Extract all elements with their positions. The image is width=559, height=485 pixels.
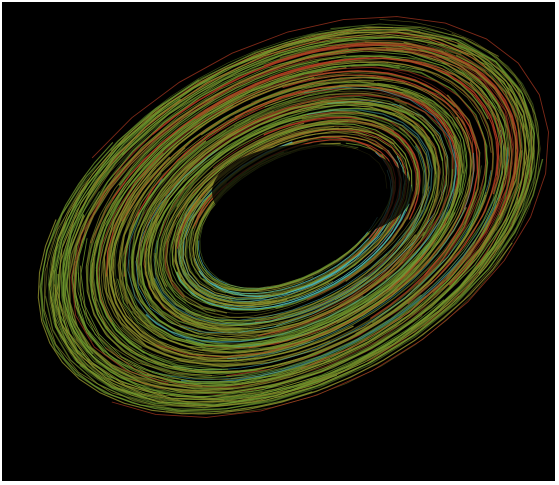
fiber-strand: [58, 34, 526, 399]
fiber-strand: [118, 55, 489, 186]
fiber-strand: [172, 170, 492, 371]
fiber-strand: [49, 84, 535, 407]
fiber-bundle: [37, 16, 549, 418]
fiber-strand: [148, 100, 439, 335]
fiber-strand: [98, 104, 234, 349]
fiber-strand: [147, 107, 437, 290]
fiber-strand: [136, 85, 462, 349]
fiber-strand: [77, 48, 506, 385]
fiber-strand: [47, 26, 351, 405]
fiber-strand: [227, 152, 475, 360]
fiber-strand: [153, 115, 423, 324]
fiber-strand: [174, 158, 430, 318]
fiber-strand: [131, 110, 364, 340]
fiber-strand: [111, 116, 473, 358]
fiber-strand: [162, 115, 395, 319]
fiber-strand: [54, 31, 530, 403]
fiber-strand: [41, 142, 313, 413]
fiber-strand: [91, 16, 549, 418]
fiber-strand: [112, 70, 456, 233]
fiber-strand: [308, 70, 479, 320]
fiber-strand: [44, 26, 499, 409]
fiber-strand: [336, 82, 468, 324]
fiber-strand: [355, 61, 495, 335]
fiber-strand: [79, 26, 535, 409]
fiber-strand: [181, 147, 509, 383]
fiber-strand: [166, 191, 477, 366]
fiber-strand: [124, 88, 459, 347]
fiber-strand: [149, 87, 458, 199]
fiber-strand: [193, 176, 314, 293]
fiber-strand: [165, 120, 419, 314]
fiber-strand: [60, 36, 462, 335]
fiber-strand: [140, 101, 444, 300]
fiber-strand: [153, 109, 433, 325]
fiber-strand: [144, 214, 417, 331]
fiber-strand: [102, 152, 331, 366]
center-void: [212, 144, 412, 240]
fiber-strand: [37, 219, 513, 415]
fiber-strand: [73, 50, 511, 330]
fiber-strand: [140, 103, 435, 331]
fiber-strand: [74, 261, 336, 387]
fiber-strand: [351, 66, 481, 262]
fiber-strand: [123, 141, 487, 365]
fiber-strand: [121, 76, 476, 358]
fiber-strand: [203, 57, 498, 285]
fiber-strand: [358, 43, 532, 361]
fiber-strand: [70, 48, 514, 384]
fiber-strand: [282, 74, 474, 210]
fiber-strand: [138, 90, 400, 226]
fiber-bundle-svg: [2, 2, 555, 481]
fiber-tract-visualization: [2, 2, 555, 481]
fiber-strand: [97, 66, 487, 323]
fiber-strand: [117, 83, 459, 351]
fiber-strand: [171, 122, 413, 311]
fiber-strand: [139, 97, 445, 266]
fiber-strand: [154, 28, 533, 362]
fiber-strand: [143, 100, 441, 334]
fiber-strand: [44, 23, 540, 410]
fiber-strand: [136, 95, 448, 335]
fiber-strand: [178, 164, 277, 305]
fiber-strand: [194, 57, 502, 195]
fiber-strand: [135, 104, 448, 338]
fiber-strand: [174, 128, 411, 307]
fiber-strand: [150, 151, 390, 326]
fiber-strand: [152, 98, 440, 214]
fiber-strand: [64, 38, 358, 355]
fiber-strand: [39, 79, 544, 412]
fiber-strand: [123, 136, 461, 347]
fiber-strand: [279, 83, 465, 344]
fiber-strand: [175, 184, 412, 310]
fiber-strand: [89, 88, 258, 375]
fiber-strand: [184, 125, 389, 216]
fiber-strand: [144, 87, 462, 349]
fiber-strand: [106, 72, 460, 363]
fiber-strand: [95, 40, 517, 393]
